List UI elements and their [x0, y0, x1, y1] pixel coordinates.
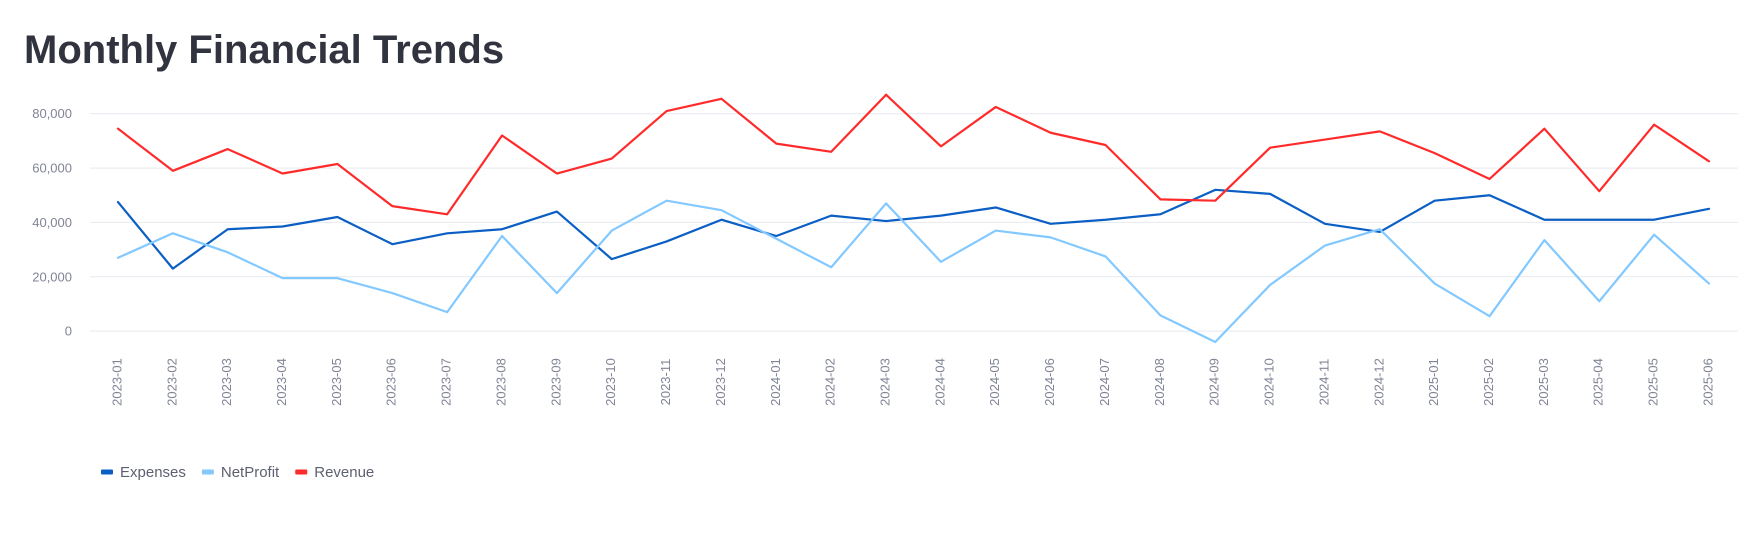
y-tick-label: 40,000: [32, 215, 72, 230]
x-tick-label: 2023-07: [439, 358, 454, 406]
legend-item-expenses[interactable]: Expenses: [101, 464, 186, 481]
chart-title: Monthly Financial Trends: [24, 28, 505, 72]
x-tick-label: 2024-12: [1371, 358, 1386, 406]
x-tick-label: 2023-11: [658, 359, 673, 406]
legend-label: Revenue: [314, 464, 374, 481]
grid-lines: [90, 113, 1738, 332]
legend-swatch: [101, 469, 113, 475]
series-line-netprofit: [116, 199, 1711, 344]
x-tick-label: 2023-06: [384, 358, 399, 406]
x-tick-label: 2024-01: [768, 358, 783, 406]
x-tick-label: 2024-09: [1207, 358, 1222, 406]
legend: Expenses NetProfit Revenue: [101, 464, 374, 481]
series-line-revenue: [116, 93, 1711, 216]
legend-swatch: [201, 469, 214, 475]
x-tick-label: 2024-07: [1097, 358, 1112, 406]
x-tick-label: 2025-02: [1481, 358, 1496, 406]
legend-label: Expenses: [120, 464, 186, 481]
x-tick-label: 2025-06: [1700, 358, 1715, 406]
x-tick-label: 2023-09: [548, 358, 563, 406]
legend-item-revenue[interactable]: Revenue: [295, 464, 374, 481]
x-tick-label: 2023-03: [219, 358, 234, 406]
y-tick-label: 0: [65, 324, 72, 339]
x-tick-label: 2024-10: [1262, 358, 1277, 406]
legend-label: NetProfit: [221, 464, 280, 481]
x-tick-label: 2024-04: [932, 358, 947, 406]
x-tick-label: 2024-11: [1316, 359, 1331, 406]
x-tick-label: 2023-10: [603, 358, 618, 406]
y-tick-label: 80,000: [32, 106, 72, 121]
legend-item-netprofit[interactable]: NetProfit: [201, 464, 280, 481]
x-tick-label: 2024-06: [1042, 358, 1057, 406]
x-tick-label: 2024-03: [878, 358, 893, 406]
x-tick-label: 2023-12: [713, 358, 728, 406]
series-lines: [116, 93, 1711, 344]
x-axis-ticks: 2023-01 2023-02 2023-03 2023-04 2023-05 2023-…: [109, 358, 1715, 406]
legend-swatch: [295, 469, 308, 475]
x-tick-label: 2023-08: [493, 358, 508, 406]
series-line-expenses: [116, 188, 1711, 270]
x-tick-label: 2023-01: [109, 358, 124, 406]
x-tick-label: 2023-04: [274, 358, 289, 406]
x-tick-label: 2025-05: [1646, 358, 1661, 406]
y-axis-ticks: 0 20,000 40,000 60,000 80,000: [32, 106, 72, 338]
x-tick-label: 2024-05: [987, 358, 1002, 406]
y-tick-label: 60,000: [32, 161, 72, 176]
x-tick-label: 2025-03: [1536, 358, 1551, 406]
x-tick-label: 2023-02: [164, 358, 179, 406]
x-tick-label: 2024-02: [823, 358, 838, 406]
x-tick-label: 2023-05: [329, 358, 344, 406]
x-tick-label: 2025-01: [1426, 358, 1441, 406]
y-tick-label: 20,000: [32, 269, 72, 284]
x-tick-label: 2024-08: [1152, 358, 1167, 406]
x-tick-label: 2025-04: [1591, 358, 1606, 406]
